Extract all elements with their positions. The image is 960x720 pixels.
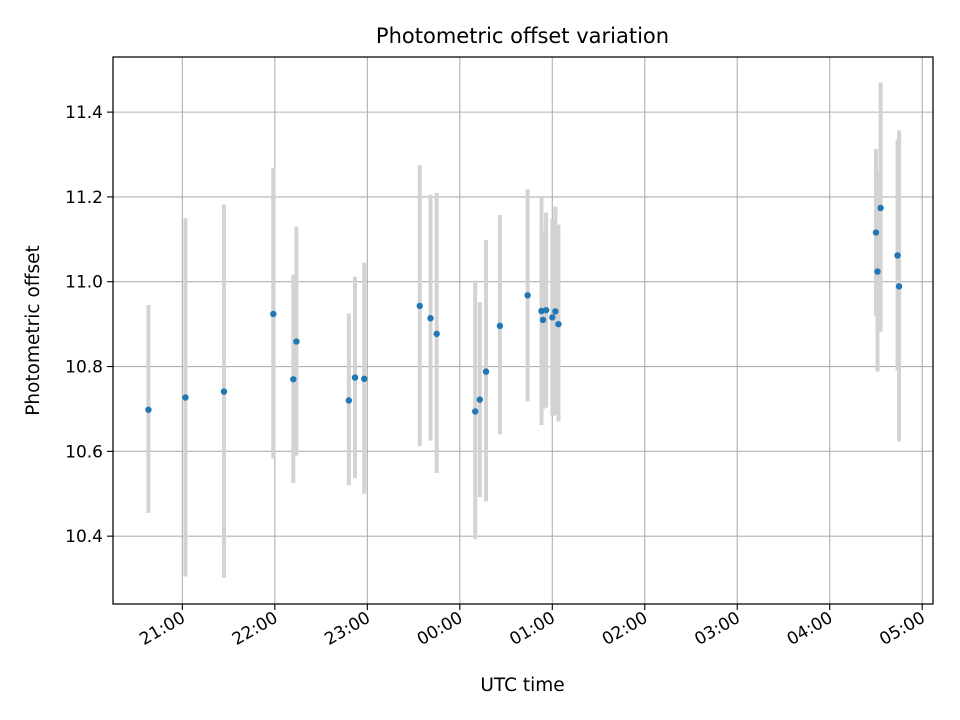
data-point (552, 308, 559, 315)
data-point (351, 374, 359, 381)
y-axis: 10.4 10.6 10.8 11.0 11.2 11.4 (65, 103, 113, 547)
data-point (345, 397, 353, 404)
y-tick-label: 11.2 (65, 188, 103, 208)
data-point (555, 320, 562, 328)
data-point (874, 268, 881, 275)
data-points (145, 204, 903, 415)
data-point (270, 310, 277, 318)
data-point (433, 330, 440, 338)
chart-title: Photometric offset variation (376, 24, 669, 48)
data-point (361, 375, 368, 383)
data-point (872, 229, 880, 236)
data-point (524, 292, 531, 299)
data-point (496, 322, 504, 330)
y-tick-label: 10.4 (65, 527, 103, 547)
data-point (145, 406, 152, 413)
data-point (427, 315, 434, 322)
data-point (476, 396, 484, 403)
data-point (895, 283, 903, 290)
data-point (472, 408, 479, 415)
y-tick-label: 11.4 (65, 103, 103, 123)
data-point (549, 314, 556, 321)
y-tick-label: 11.0 (65, 273, 103, 293)
data-point (539, 316, 547, 324)
data-point (542, 306, 550, 314)
y-tick-label: 10.8 (65, 358, 103, 378)
data-point (894, 252, 901, 259)
data-point (220, 388, 228, 395)
data-point (293, 338, 300, 345)
data-point (290, 376, 297, 383)
y-tick-label: 10.6 (65, 442, 103, 462)
data-point (877, 204, 884, 212)
data-point (416, 302, 423, 310)
data-point (482, 368, 490, 375)
x-axis-label: UTC time (480, 675, 564, 696)
grid (113, 57, 933, 604)
plot-frame (112, 56, 934, 605)
y-axis-label: Photometric offset (23, 245, 44, 416)
data-point (182, 394, 189, 401)
